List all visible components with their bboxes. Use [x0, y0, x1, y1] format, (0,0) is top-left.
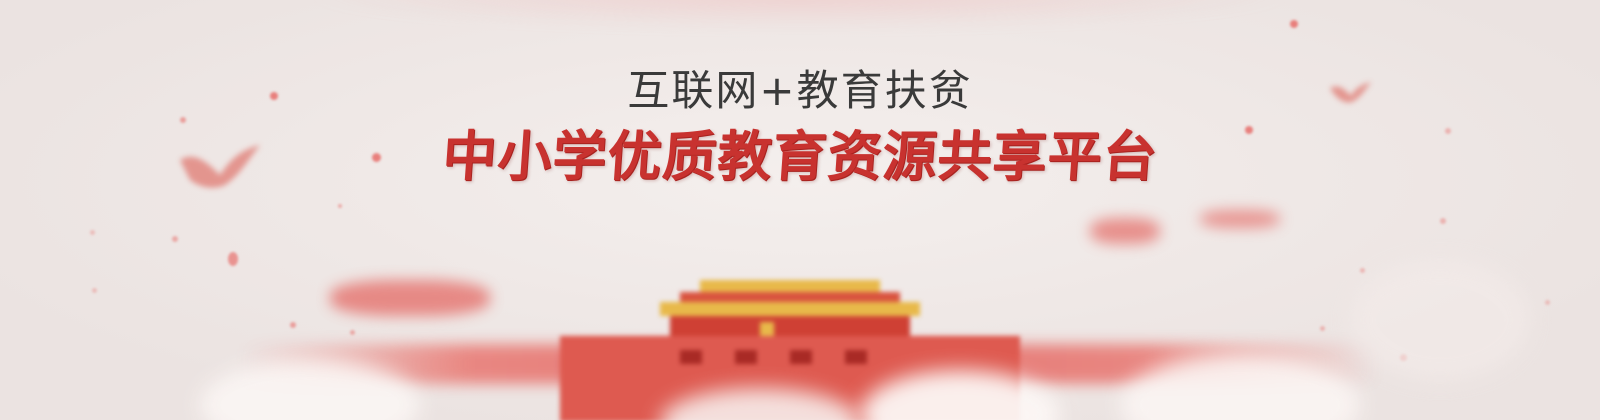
red-ribbon-icon — [330, 280, 490, 316]
banner-subtitle: 互联网+教育扶贫 — [627, 66, 973, 115]
particle — [1245, 126, 1253, 134]
red-ribbon-icon — [1090, 218, 1160, 244]
banner-title: 中小学优质教育资源共享平台 — [440, 125, 1160, 188]
particle — [350, 330, 355, 335]
particle — [1320, 326, 1325, 331]
particle — [1360, 268, 1365, 273]
particle — [228, 252, 238, 266]
particle — [270, 92, 278, 100]
particle — [180, 117, 186, 123]
red-ribbon-icon — [1200, 210, 1280, 228]
particle — [172, 236, 178, 242]
top-glow — [300, 0, 1300, 30]
particle — [372, 153, 381, 162]
dove-icon — [180, 145, 260, 188]
particle — [1440, 218, 1446, 224]
cloud-icon — [1350, 260, 1530, 380]
particle — [1445, 128, 1451, 134]
particle — [90, 230, 95, 235]
particle — [1545, 300, 1550, 305]
particle — [338, 204, 342, 208]
dove-icon — [1330, 82, 1371, 103]
particle — [1290, 20, 1298, 28]
particle — [290, 322, 296, 328]
banner-title-block: 互联网+教育扶贫 中小学优质教育资源共享平台 — [0, 62, 1600, 190]
particle — [92, 288, 97, 293]
